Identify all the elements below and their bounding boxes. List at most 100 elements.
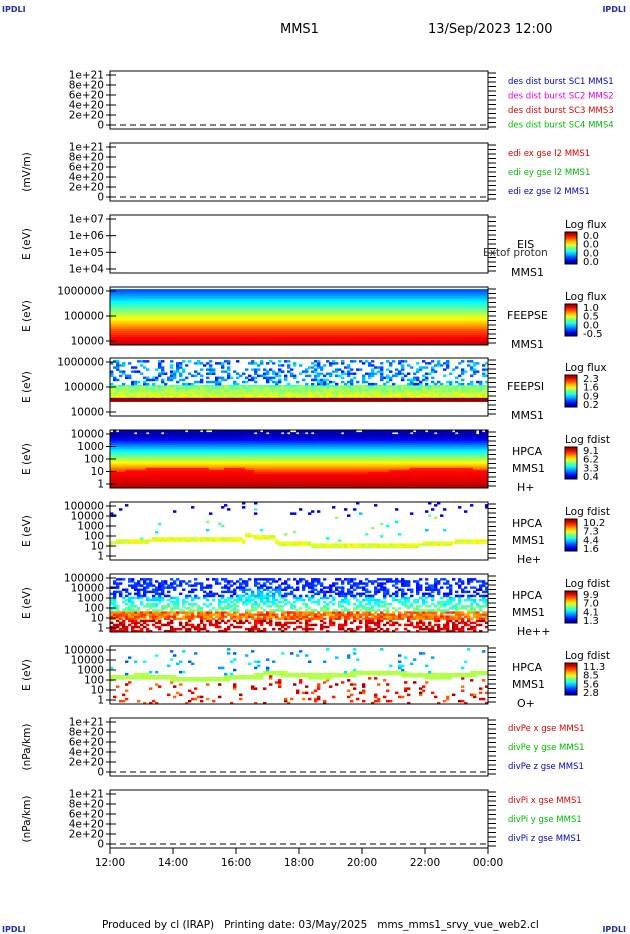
colorbar-title: Log flux: [565, 219, 607, 231]
date-title: 13/Sep/2023 12:00: [428, 22, 553, 37]
y-tick-label: 100000: [64, 501, 104, 513]
instrument-label: HPCA: [512, 589, 543, 602]
y-tick-label: 6e+20: [69, 809, 104, 821]
colorbar-title: Log fdist: [565, 578, 610, 590]
colorbar-tick-label: 6.2: [583, 455, 599, 466]
spacecraft-label: MMS1: [512, 678, 545, 691]
y-tick-label: 6e+20: [69, 162, 104, 174]
y-tick-label: 2e+20: [69, 757, 104, 769]
y-tick-label: 0: [97, 839, 104, 851]
y-tick-label: 1e+06: [69, 230, 105, 242]
y-tick-label: 6e+20: [69, 90, 104, 102]
y-tick-label: 1000: [77, 521, 104, 533]
corner-label-top-left: IPDLI: [2, 5, 26, 14]
y-tick-label: 1e+21: [69, 70, 104, 82]
y-tick-label: 10: [91, 613, 104, 625]
y-tick-label: 100000: [64, 645, 104, 657]
y-tick-label: 0: [97, 120, 104, 132]
overlay-label: Extof proton: [483, 247, 548, 259]
legend-entry: divPe y gse MMS1: [508, 743, 585, 753]
spacecraft-label: MMS1: [511, 266, 544, 279]
y-tick-label: 1000: [77, 441, 104, 453]
y-axis-label: E (eV): [21, 228, 33, 260]
colorbar-tick-label: 0.2: [583, 400, 599, 411]
y-tick-label: 100000: [64, 573, 104, 585]
y-axis-label: E (eV): [21, 587, 33, 619]
instrument-label: FEEPSI: [507, 380, 544, 393]
y-tick-label: 0: [97, 767, 104, 779]
colorbar-tick-label: 2.3: [583, 374, 599, 385]
y-tick-label: 8e+20: [69, 799, 104, 811]
colorbar: [564, 518, 578, 552]
species-label: He+: [517, 553, 541, 566]
x-tick-label: 14:00: [158, 857, 188, 869]
y-tick-label: 100: [84, 675, 104, 687]
y-axis-label: E (eV): [21, 371, 33, 403]
panel-frame: [109, 70, 489, 130]
y-axis-label: E (eV): [21, 515, 33, 547]
colorbar: [564, 662, 578, 696]
colorbar-title: Log flux: [565, 362, 607, 374]
y-tick-label: 4e+20: [69, 819, 104, 831]
y-axis-label: (mV/m): [21, 152, 33, 191]
y-axis-label: E (eV): [21, 300, 33, 332]
panel-feeps_e: 1000000 100000 10000 E (eV) FEEPSE MMS1 Log fl…: [21, 286, 607, 352]
instrument-label: HPCA: [512, 661, 543, 674]
y-tick-label: 100000: [64, 311, 104, 323]
y-tick-label: 1e+21: [69, 142, 104, 154]
panel-eis: 1e+07 1e+06 1e+05 1e+04 E (eV) EIS MMS1 Extof p…: [21, 214, 607, 280]
y-tick-label: 1000000: [57, 286, 104, 298]
y-tick-label: 1e+05: [69, 247, 104, 259]
instrument-label: HPCA: [512, 517, 543, 530]
species-label: O+: [517, 697, 535, 710]
y-tick-label: 8e+20: [69, 152, 104, 164]
y-tick-label: 10: [91, 685, 104, 697]
y-tick-label: 10000: [71, 511, 104, 523]
y-axis-label: E (eV): [21, 443, 33, 475]
colorbar-tick-label: 4.4: [583, 535, 599, 546]
spacecraft-title: MMS1: [280, 22, 319, 37]
y-tick-label: 10: [91, 541, 104, 553]
y-tick-label: 1e+21: [69, 789, 104, 801]
y-tick-label: 100: [84, 603, 104, 615]
y-tick-label: 100: [84, 531, 104, 543]
legend-entry: des dist burst SC3 MMS3: [508, 106, 614, 116]
x-tick-label: 20:00: [347, 857, 377, 869]
legend-entry: divPi y gse MMS1: [508, 815, 582, 825]
y-tick-label: 1000: [77, 665, 104, 677]
species-label: H+: [517, 481, 535, 494]
y-tick-label: 100: [84, 454, 104, 466]
legend-entry: edi ez gse l2 MMS1: [508, 187, 590, 197]
species-label: He++: [517, 625, 550, 638]
y-axis-label: (nPa/km): [21, 724, 33, 771]
legend-entry: divPe x gse MMS1: [508, 724, 585, 734]
legend-entry: des dist burst SC4 MMS4: [508, 121, 614, 131]
colorbar-tick-label: 0.0: [583, 231, 599, 242]
colorbar-tick-label: 11.3: [583, 662, 605, 673]
panel-frame: [109, 142, 489, 202]
legend-entry: divPi x gse MMS1: [508, 796, 582, 806]
y-tick-label: 1: [97, 479, 104, 491]
y-tick-label: 10000: [71, 407, 104, 419]
y-tick-label: 100000: [64, 382, 104, 394]
y-tick-label: 8e+20: [69, 80, 104, 92]
y-axis-label: E (eV): [21, 659, 33, 691]
legend-entry: edi ey gse l2 MMS1: [508, 168, 590, 178]
colorbar-tick-label: 3.3: [583, 463, 599, 474]
colorbar: [564, 231, 578, 265]
colorbar-tick-label: 0.9: [583, 391, 599, 402]
y-tick-label: 2e+20: [69, 829, 104, 841]
y-tick-label: 1e+21: [69, 717, 104, 729]
panel-frame: [109, 214, 489, 274]
panel-frame: [109, 717, 489, 777]
colorbar-title: Log fdist: [565, 650, 610, 662]
colorbar-tick-label: 0.0: [583, 240, 599, 251]
x-tick-label: 22:00: [410, 857, 440, 869]
y-tick-label: 1e+07: [69, 214, 104, 226]
instrument-label: HPCA: [512, 445, 543, 458]
y-tick-label: 1: [97, 551, 104, 563]
